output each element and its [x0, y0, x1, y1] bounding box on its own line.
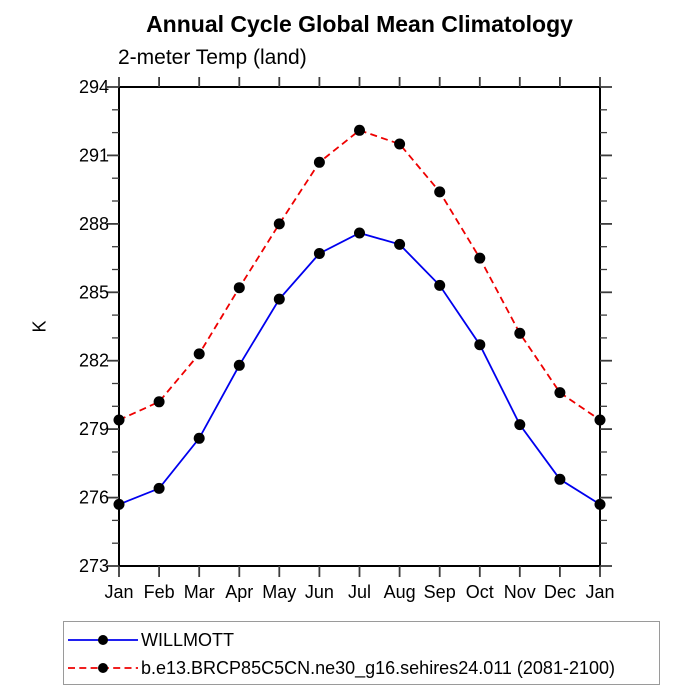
data-point-willmott — [273, 293, 285, 305]
x-tick-label: Aug — [384, 582, 416, 602]
x-tick-label: Jan — [104, 582, 133, 602]
y-tick-label: 285 — [79, 282, 109, 302]
data-point-willmott — [113, 498, 125, 510]
data-point-willmott — [354, 227, 365, 239]
willmott-line-sample — [68, 635, 138, 645]
data-point-willmott — [554, 473, 566, 485]
data-point-model — [394, 138, 406, 150]
data-point-willmott — [233, 359, 245, 371]
legend-label-model: b.e13.BRCP85C5CN.ne30_g16.sehires24.011 … — [141, 657, 615, 678]
x-tick-label: Jan — [585, 582, 614, 602]
data-point-willmott — [153, 482, 165, 494]
y-tick-label: 294 — [79, 77, 109, 97]
data-point-model — [193, 348, 205, 360]
series-line-willmott — [118, 232, 601, 506]
data-point-model — [554, 387, 566, 399]
data-point-model — [594, 414, 606, 426]
data-point-willmott — [313, 248, 325, 259]
y-tick-label: 291 — [79, 145, 109, 165]
x-tick-label: Feb — [144, 582, 175, 602]
legend-item-willmott: WILLMOTT — [67, 626, 659, 654]
y-tick-label: 282 — [79, 351, 109, 371]
x-tick-label: Mar — [184, 582, 215, 602]
data-point-willmott — [514, 419, 526, 431]
legend-item-model: b.e13.BRCP85C5CN.ne30_g16.sehires24.011 … — [67, 654, 659, 682]
data-point-model — [313, 156, 325, 168]
legend-marker-dot — [98, 663, 108, 673]
data-point-model — [273, 218, 285, 230]
data-point-model — [474, 252, 486, 264]
x-tick-label: Jul — [348, 582, 371, 602]
y-tick-label: 273 — [79, 556, 109, 576]
model-line-sample — [68, 663, 138, 673]
x-tick-label: Jun — [305, 582, 334, 602]
plot-frame — [118, 86, 601, 567]
series-line-model — [118, 129, 601, 421]
data-point-model — [354, 124, 365, 136]
data-point-model — [233, 282, 245, 294]
x-tick-label: Oct — [466, 582, 494, 602]
legend-label-willmott: WILLMOTT — [141, 629, 234, 650]
x-tick-label: Sep — [424, 582, 456, 602]
data-point-willmott — [434, 279, 446, 291]
x-tick-label: Apr — [225, 582, 253, 602]
data-point-willmott — [474, 339, 486, 351]
x-tick-label: Dec — [544, 582, 576, 602]
y-tick-label: 276 — [79, 488, 109, 508]
chart-title: Annual Cycle Global Mean Climatology — [146, 11, 573, 37]
chart-subtitle: 2-meter Temp (land) — [118, 46, 307, 69]
data-point-willmott — [193, 432, 205, 444]
x-tick-label: Nov — [504, 582, 536, 602]
legend: WILLMOTT b.e13.BRCP85C5CN.ne30_g16.sehir… — [63, 621, 660, 685]
data-point-model — [514, 327, 526, 339]
data-point-model — [153, 396, 165, 408]
data-point-model — [113, 414, 125, 426]
data-point-model — [434, 186, 446, 198]
y-tick-label: 279 — [79, 419, 109, 439]
data-point-willmott — [394, 238, 406, 250]
x-tick-label: May — [262, 582, 296, 602]
data-point-willmott — [594, 498, 606, 510]
y-tick-label: 288 — [79, 214, 109, 234]
legend-marker-dot — [98, 635, 108, 645]
